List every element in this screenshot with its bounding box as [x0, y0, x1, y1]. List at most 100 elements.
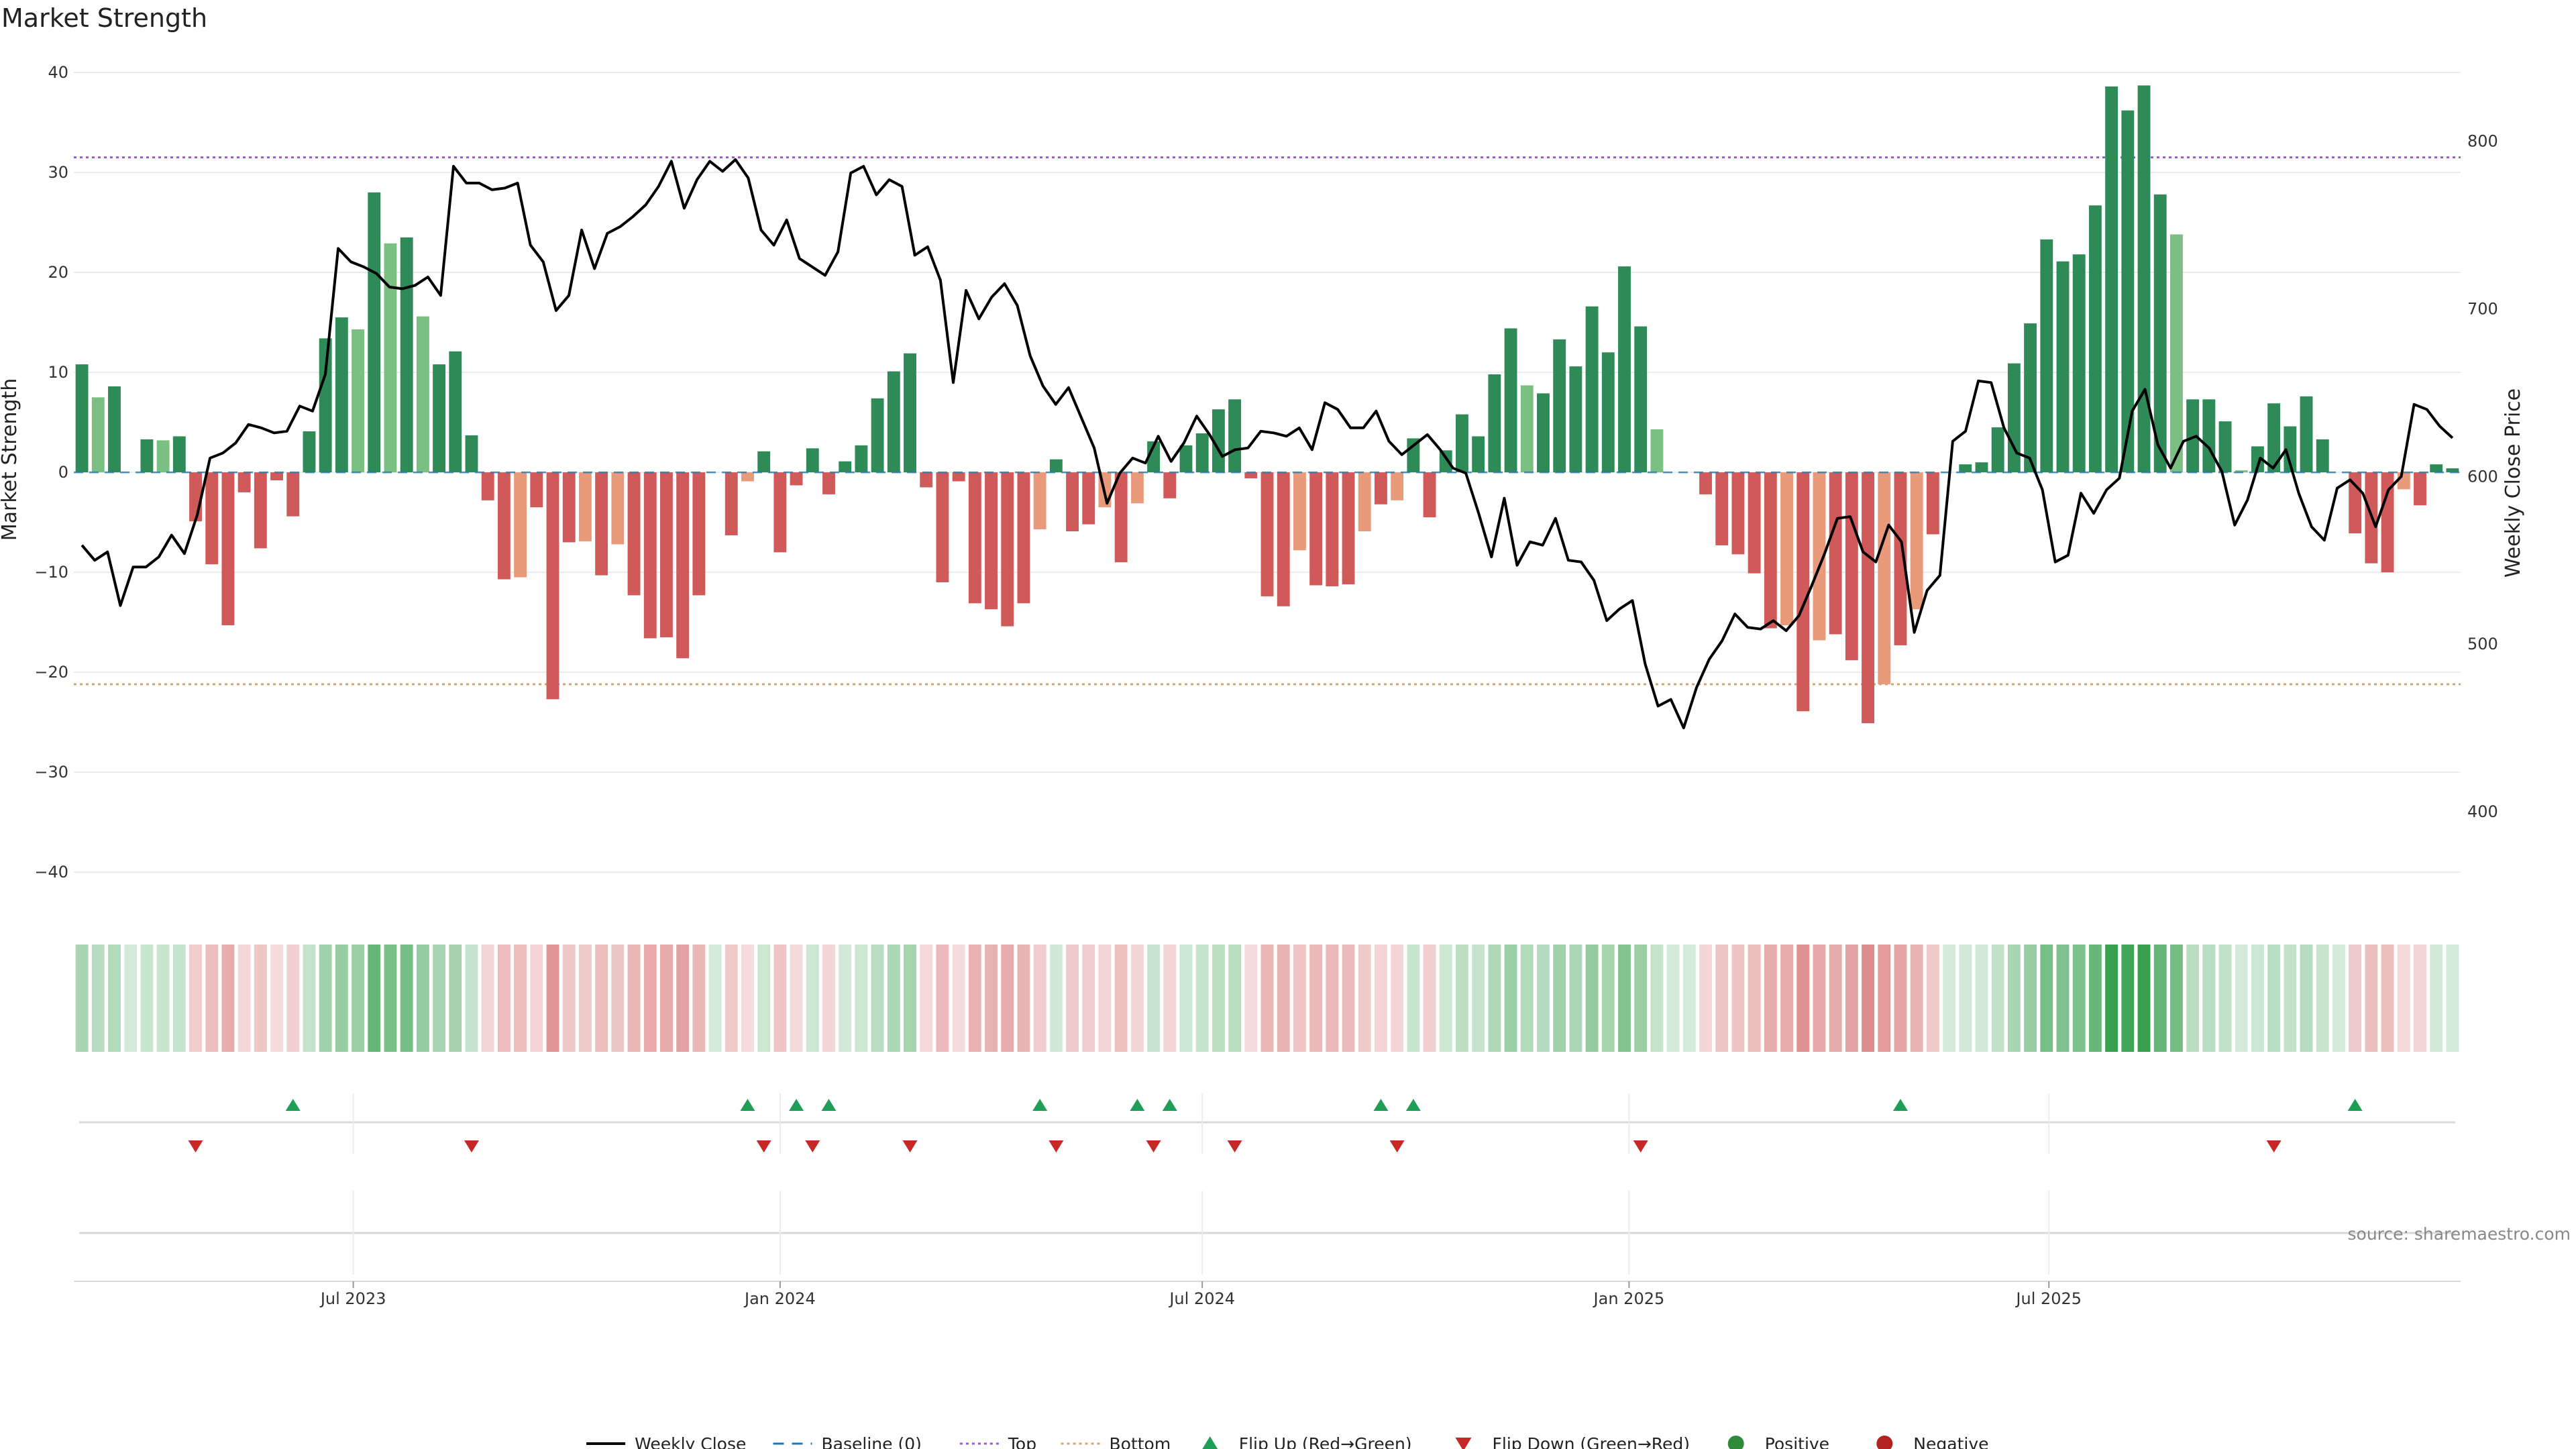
- strength-strip-cell: [2414, 945, 2426, 1052]
- strength-strip-cell: [2267, 945, 2281, 1052]
- strength-strip-cell: [904, 945, 916, 1052]
- strength-strip-cell: [790, 945, 803, 1052]
- strength-bar: [627, 472, 641, 596]
- strength-bar: [1553, 339, 1566, 473]
- strength-strip-cell: [643, 945, 657, 1052]
- strength-bar: [237, 472, 251, 492]
- strength-bar: [384, 243, 397, 473]
- strength-bar: [1391, 472, 1404, 500]
- strength-strip-cell: [1650, 945, 1664, 1052]
- strength-bar: [546, 472, 559, 700]
- strength-bar: [1244, 472, 1258, 479]
- strength-bar: [1780, 472, 1793, 626]
- legend-label: Weekly Close: [635, 1434, 746, 1449]
- y2-tick-label: 800: [2467, 131, 2498, 150]
- strength-strip-cell: [1130, 945, 1144, 1052]
- strength-bar: [1862, 472, 1874, 724]
- strength-strip-cell: [1537, 945, 1550, 1052]
- strength-bar: [221, 472, 235, 626]
- strength-bar: [1829, 472, 1842, 635]
- strength-bar: [611, 472, 625, 545]
- strength-strip-cell: [887, 945, 900, 1052]
- strength-bar: [108, 386, 121, 473]
- strength-strip-cell: [1569, 945, 1582, 1052]
- strength-bar: [643, 472, 657, 639]
- strength-strip-cell: [546, 945, 559, 1052]
- strength-strip-cell: [1699, 945, 1712, 1052]
- flip-down-marker: [2266, 1140, 2282, 1152]
- strength-bar: [790, 472, 803, 486]
- strength-bar: [2284, 426, 2297, 473]
- strength-bar: [254, 472, 267, 549]
- strength-strip-cell: [1796, 945, 1810, 1052]
- legend-label: Baseline (0): [822, 1434, 922, 1449]
- strength-strip-cell: [1326, 945, 1339, 1052]
- strength-bar: [1163, 472, 1177, 498]
- strength-strip-cell: [1488, 945, 1501, 1052]
- y-tick-label: 40: [48, 63, 68, 82]
- flip-up-marker: [1892, 1099, 1908, 1111]
- y-tick-label: −30: [34, 763, 68, 782]
- y2-tick-label: 500: [2467, 635, 2498, 653]
- y2-axis-label: Weekly Close Price: [2502, 388, 2525, 578]
- flip-down-marker: [464, 1140, 479, 1152]
- strength-strip-cell: [2446, 945, 2459, 1052]
- strength-bar: [2088, 205, 2102, 473]
- strength-strip-cell: [1017, 945, 1030, 1052]
- strength-strip-cell: [1212, 945, 1225, 1052]
- strength-strip-cell: [1748, 945, 1761, 1052]
- strength-strip-cell: [2316, 945, 2329, 1052]
- source-note: source: sharemaestro.com: [2348, 1224, 2571, 1244]
- x-axis: Jul 2023 Jan 2024 Jul 2024 Jan 2025 Jul 2025: [74, 1093, 2461, 1308]
- strength-bar: [2381, 472, 2394, 573]
- x-tick-label: Jan 2025: [1593, 1289, 1665, 1308]
- legend-label: Bottom: [1110, 1434, 1171, 1449]
- strength-bar: [1813, 472, 1826, 641]
- strength-strip-cell: [303, 945, 316, 1052]
- strength-strip-cell: [1991, 945, 2004, 1052]
- strength-bar: [1033, 472, 1046, 530]
- strength-bar: [2414, 472, 2426, 506]
- strength-strip-cell: [270, 945, 283, 1052]
- strength-bar: [871, 398, 884, 473]
- strength-bar: [2267, 403, 2281, 473]
- strength-bar: [660, 472, 673, 637]
- strength-bar: [2056, 261, 2070, 473]
- strength-bar: [1342, 472, 1355, 585]
- strength-strip-cell: [2040, 945, 2053, 1052]
- strength-strip-cell: [741, 945, 754, 1052]
- strength-strip-cell: [1845, 945, 1858, 1052]
- strength-strip-cell: [611, 945, 625, 1052]
- strength-bar: [773, 472, 787, 553]
- strength-strip-cell: [2088, 945, 2102, 1052]
- strength-strip-cell: [1228, 945, 1242, 1052]
- y-axis-label: Market Strength: [0, 378, 21, 541]
- flip-down-marker: [1227, 1140, 1242, 1152]
- strength-bar: [822, 472, 835, 494]
- strength-strip-cell: [1975, 945, 1988, 1052]
- strength-bar: [1456, 414, 1468, 473]
- weekly-close-line: [80, 158, 2454, 730]
- strength-bar: [530, 472, 543, 508]
- strength-bar: [352, 329, 365, 473]
- close-price-path: [80, 158, 2454, 730]
- strength-strip-cell: [481, 945, 494, 1052]
- x-tick-label: Jul 2024: [1168, 1289, 1235, 1308]
- strength-bar: [1017, 472, 1030, 604]
- flip-down-marker: [756, 1140, 771, 1152]
- strength-strip-cell: [578, 945, 592, 1052]
- strength-bar: [741, 472, 754, 482]
- y-axis-right: 800 700 600 500 400: [2467, 131, 2498, 821]
- strength-strip-cell: [562, 945, 576, 1052]
- strength-strip-cell: [286, 945, 300, 1052]
- flip-up-marker: [2347, 1099, 2363, 1111]
- strength-strip-cell: [806, 945, 819, 1052]
- strength-strip-cell: [2105, 945, 2118, 1052]
- strength-bar: [1488, 374, 1501, 473]
- strength-bar: [140, 439, 154, 473]
- strength-strip-cell: [1601, 945, 1615, 1052]
- y-tick-label: 30: [48, 163, 68, 182]
- strength-strip-cell: [1472, 945, 1485, 1052]
- strength-bar: [1618, 266, 1631, 473]
- strength-strip-cell: [1715, 945, 1729, 1052]
